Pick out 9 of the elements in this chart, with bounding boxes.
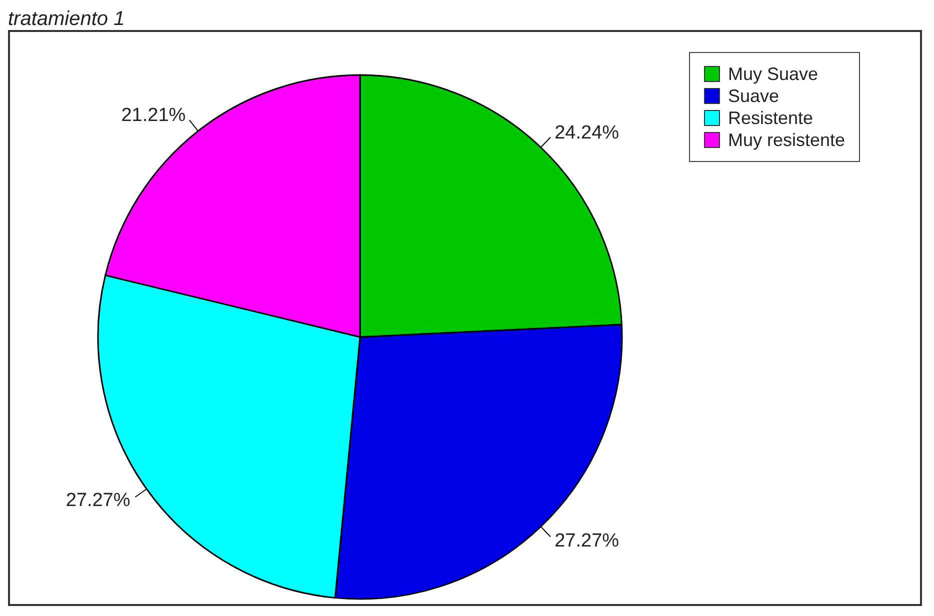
chart-title: tratamiento 1 — [8, 8, 126, 30]
legend-label: Suave — [728, 85, 779, 107]
legend-label: Resistente — [728, 107, 813, 129]
legend-label: Muy Suave — [728, 63, 818, 85]
data-label: 24.24% — [554, 122, 620, 144]
data-label: 27.27% — [66, 490, 130, 512]
legend-label: Muy resistente — [728, 129, 845, 151]
data-label: 27.27% — [554, 530, 620, 552]
data-label: 21.21% — [121, 104, 186, 126]
